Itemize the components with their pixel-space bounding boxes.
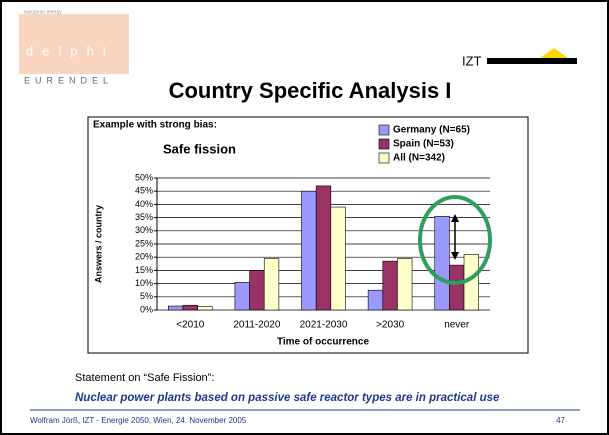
y-tick-label: 10% xyxy=(135,278,153,288)
y-tick-label: 5% xyxy=(140,291,153,301)
bar xyxy=(449,264,465,311)
arrow-head xyxy=(451,214,459,222)
legend-label: Spain (N=53) xyxy=(393,139,454,150)
y-tick-label: 0% xyxy=(140,304,153,314)
bar xyxy=(367,289,384,311)
chart-subtitle: Example with strong bias: xyxy=(93,120,217,131)
brand: IZT xyxy=(462,53,482,68)
bar xyxy=(263,258,280,311)
y-axis-label: Answers / country xyxy=(93,205,103,283)
legend-label: Germany (N=65) xyxy=(393,125,470,136)
x-tick-label: >2030 xyxy=(376,320,405,331)
legend-label: All (N=342) xyxy=(393,153,445,164)
y-tick-label: 20% xyxy=(135,252,153,262)
chart-title: Safe fission xyxy=(163,141,236,156)
y-tick-label: 40% xyxy=(135,199,153,209)
x-tick-label: <2010 xyxy=(176,320,205,331)
x-axis-label: Time of occurrence xyxy=(277,337,370,348)
x-tick-label: 2011-2020 xyxy=(233,320,281,331)
legend-swatch xyxy=(378,138,390,150)
claim: Nuclear power plants based on passive sa… xyxy=(75,392,500,404)
y-tick-label: 25% xyxy=(135,238,153,248)
page-number: 47 xyxy=(556,416,565,425)
logo-word: delphi xyxy=(26,43,115,58)
y-tick-label: 35% xyxy=(135,212,153,222)
footer: Wolfram Jörß, IZT - Energie 2050, Wien, … xyxy=(30,416,247,425)
bar xyxy=(182,304,198,311)
bar xyxy=(397,258,413,311)
bar xyxy=(434,215,450,311)
statement: Statement on “Safe Fission”: xyxy=(75,372,214,384)
bar xyxy=(168,305,184,311)
legend-swatch xyxy=(378,124,390,136)
bar xyxy=(234,281,250,311)
y-tick-label: 15% xyxy=(135,265,153,275)
logo-bottom: EURENDEL xyxy=(24,75,113,85)
brand-bar xyxy=(487,58,577,64)
arrow-head xyxy=(451,252,459,260)
y-tick-label: 50% xyxy=(135,172,153,182)
bar xyxy=(330,206,346,311)
y-tick-label: 30% xyxy=(135,225,153,235)
brand-mark xyxy=(540,48,568,58)
y-tick-label: 45% xyxy=(135,186,153,196)
x-tick-label: never xyxy=(444,320,470,331)
bar xyxy=(301,190,317,311)
bar xyxy=(315,185,332,311)
highlight-ellipse xyxy=(418,195,492,285)
slide-title: Country Specific Analysis I xyxy=(169,78,452,103)
logo-top: european energy xyxy=(24,9,62,15)
legend-swatch xyxy=(378,152,390,164)
bar xyxy=(197,306,213,311)
x-tick-label: 2021-2030 xyxy=(300,320,348,331)
bar xyxy=(382,260,398,311)
logo-block xyxy=(19,14,129,74)
bar xyxy=(249,270,265,311)
